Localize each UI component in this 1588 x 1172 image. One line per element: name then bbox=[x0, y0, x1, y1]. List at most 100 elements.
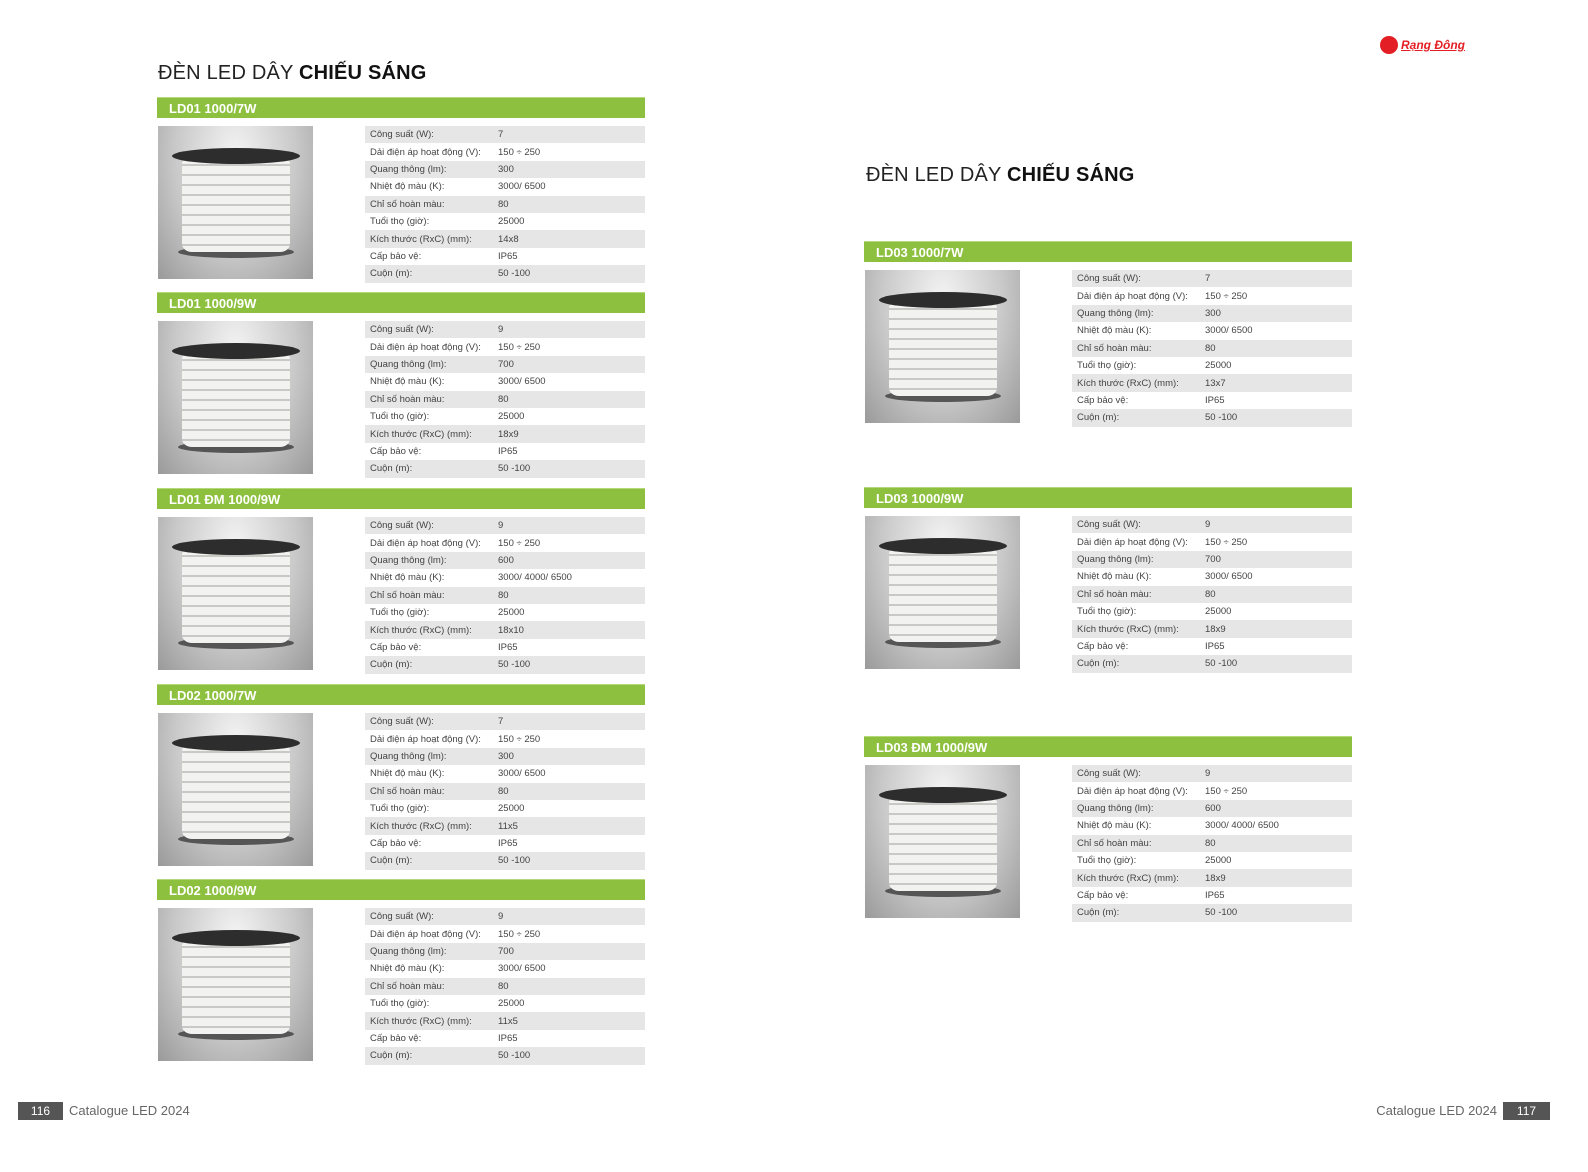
spec-label: Công suất (W): bbox=[370, 324, 434, 336]
spec-label: Tuổi thọ (giờ): bbox=[370, 607, 430, 619]
spec-label: Dải điện áp hoạt động (V): bbox=[1077, 290, 1188, 302]
spec-row: Tuổi thọ (giờ): 25000 bbox=[365, 213, 645, 230]
spec-table: Công suất (W): 9 Dải điện áp hoạt động (V)… bbox=[365, 908, 645, 1065]
spec-row: Tuổi thọ (giờ): 25000 bbox=[365, 408, 645, 425]
spec-label: Cuộn (m): bbox=[1077, 658, 1120, 670]
spec-value: 50 -100 bbox=[1205, 412, 1238, 424]
spec-table: Công suất (W): 7 Dải điện áp hoạt động (V)… bbox=[365, 126, 645, 283]
product-name-bar: LD02 1000/7W bbox=[157, 684, 645, 705]
spec-value: 7 bbox=[498, 129, 504, 141]
spec-label: Kích thước (RxC) (mm): bbox=[1077, 377, 1179, 389]
spec-label: Tuổi thọ (giờ): bbox=[1077, 855, 1137, 867]
spec-label: Tuổi thọ (giờ): bbox=[370, 216, 430, 228]
spec-row: Dải điện áp hoạt động (V): 150 ÷ 250 bbox=[365, 925, 645, 942]
spec-value: IP65 bbox=[498, 1032, 518, 1044]
spec-row: Quang thông (lm): 700 bbox=[365, 355, 645, 374]
spec-row: Công suất (W): 7 bbox=[365, 713, 645, 731]
spec-label: Chỉ số hoàn màu: bbox=[1077, 837, 1152, 849]
spec-row: Cuộn (m): 50 -100 bbox=[365, 1047, 645, 1065]
product-block: LD01 ĐM 1000/9W Công suất (W): 9 Dải điện … bbox=[157, 488, 645, 674]
spec-row: Cuộn (m): 50 -100 bbox=[365, 460, 645, 478]
spec-value: IP65 bbox=[498, 837, 518, 849]
spec-value: 3000/ 6500 bbox=[1205, 571, 1253, 583]
spec-value: 9 bbox=[1205, 519, 1211, 531]
led-strip-reel-image bbox=[172, 343, 300, 455]
spec-label: Cấp bảo vệ: bbox=[370, 837, 422, 849]
spec-row: Cuộn (m): 50 -100 bbox=[1072, 904, 1352, 922]
spec-row: Tuổi thọ (giờ): 25000 bbox=[365, 604, 645, 621]
spec-value: 18x10 bbox=[498, 624, 524, 636]
spec-row: Quang thông (lm): 700 bbox=[1072, 550, 1352, 569]
spec-label: Chỉ số hoàn màu: bbox=[370, 198, 445, 210]
spec-row: Quang thông (lm): 700 bbox=[365, 942, 645, 961]
led-strip-reel-image bbox=[172, 735, 300, 847]
sun-logo-icon bbox=[1380, 36, 1398, 54]
product-block: LD02 1000/7W Công suất (W): 7 Dải điện áp … bbox=[157, 684, 645, 870]
spec-value: 9 bbox=[498, 324, 504, 336]
spec-label: Kích thước (RxC) (mm): bbox=[1077, 872, 1179, 884]
spec-row: Cuộn (m): 50 -100 bbox=[1072, 655, 1352, 673]
product-name-bar: LD03 1000/7W bbox=[864, 241, 1352, 262]
spec-label: Tuổi thọ (giờ): bbox=[1077, 606, 1137, 618]
spec-value: 9 bbox=[498, 911, 504, 923]
spec-value: IP65 bbox=[1205, 640, 1225, 652]
spec-label: Dải điện áp hoạt động (V): bbox=[370, 146, 481, 158]
product-photo bbox=[865, 765, 1020, 918]
spec-value: 300 bbox=[498, 163, 514, 175]
spec-value: 3000/ 6500 bbox=[498, 768, 546, 780]
spec-value: 13x7 bbox=[1205, 377, 1226, 389]
spec-label: Cấp bảo vệ: bbox=[370, 445, 422, 457]
spec-value: 700 bbox=[498, 945, 514, 957]
spec-value: 3000/ 6500 bbox=[1205, 325, 1253, 337]
spec-table: Công suất (W): 7 Dải điện áp hoạt động (V)… bbox=[1072, 270, 1352, 427]
spec-value: 25000 bbox=[498, 411, 525, 423]
spec-value: 150 ÷ 250 bbox=[1205, 536, 1248, 548]
product-block: LD03 ĐM 1000/9W Công suất (W): 9 Dải điện … bbox=[864, 736, 1352, 922]
spec-value: 25000 bbox=[1205, 855, 1232, 867]
spec-label: Công suất (W): bbox=[370, 911, 434, 923]
spec-label: Quang thông (lm): bbox=[370, 945, 447, 957]
spec-value: 80 bbox=[498, 393, 509, 405]
spec-label: Dải điện áp hoạt động (V): bbox=[370, 733, 481, 745]
spec-row: Chỉ số hoàn màu: 80 bbox=[365, 195, 645, 213]
spec-value: IP65 bbox=[498, 641, 518, 653]
spec-row: Tuổi thọ (giờ): 25000 bbox=[1072, 357, 1352, 374]
spec-label: Quang thông (lm): bbox=[370, 750, 447, 762]
spec-label: Nhiệt độ màu (K): bbox=[1077, 820, 1152, 832]
spec-row: Tuổi thọ (giờ): 25000 bbox=[365, 800, 645, 817]
spec-row: Kích thước (RxC) (mm): 11x5 bbox=[365, 817, 645, 835]
left-page-title: ĐÈN LED DÂY CHIẾU SÁNG bbox=[158, 62, 427, 85]
spec-label: Dải điện áp hoạt động (V): bbox=[1077, 536, 1188, 548]
spec-row: Nhiệt độ màu (K): 3000/ 4000/ 6500 bbox=[1072, 817, 1352, 834]
spec-label: Tuổi thọ (giờ): bbox=[370, 803, 430, 815]
spec-label: Quang thông (lm): bbox=[1077, 802, 1154, 814]
spec-value: 7 bbox=[498, 716, 504, 728]
spec-value: 50 -100 bbox=[498, 268, 531, 280]
product-photo bbox=[158, 126, 313, 279]
spec-row: Quang thông (lm): 300 bbox=[1072, 304, 1352, 323]
spec-value: 25000 bbox=[498, 607, 525, 619]
spec-label: Dải điện áp hoạt động (V): bbox=[1077, 785, 1188, 797]
spec-value: 3000/ 6500 bbox=[498, 963, 546, 975]
right-page-number: 117 bbox=[1503, 1102, 1550, 1120]
right-footer-text: Catalogue LED 2024 bbox=[1376, 1103, 1497, 1118]
spec-label: Dải điện áp hoạt động (V): bbox=[370, 928, 481, 940]
spec-label: Công suất (W): bbox=[370, 520, 434, 532]
spec-label: Công suất (W): bbox=[1077, 273, 1141, 285]
left-page-number: 116 bbox=[18, 1102, 63, 1120]
product-name-bar: LD01 1000/7W bbox=[157, 97, 645, 118]
spec-table: Công suất (W): 7 Dải điện áp hoạt động (V)… bbox=[365, 713, 645, 870]
spec-row: Dải điện áp hoạt động (V): 150 ÷ 250 bbox=[1072, 533, 1352, 550]
spec-label: Cuộn (m): bbox=[370, 463, 413, 475]
spec-row: Cuộn (m): 50 -100 bbox=[365, 656, 645, 674]
spec-label: Chỉ số hoàn màu: bbox=[1077, 588, 1152, 600]
spec-label: Dải điện áp hoạt động (V): bbox=[370, 537, 481, 549]
spec-label: Cấp bảo vệ: bbox=[370, 1032, 422, 1044]
spec-label: Kích thước (RxC) (mm): bbox=[370, 233, 472, 245]
spec-row: Chỉ số hoàn màu: 80 bbox=[1072, 834, 1352, 852]
spec-value: 150 ÷ 250 bbox=[1205, 290, 1248, 302]
spec-table: Công suất (W): 9 Dải điện áp hoạt động (V)… bbox=[1072, 765, 1352, 922]
spec-label: Cuộn (m): bbox=[370, 659, 413, 671]
spec-label: Dải điện áp hoạt động (V): bbox=[370, 341, 481, 353]
spec-value: 50 -100 bbox=[1205, 907, 1238, 919]
